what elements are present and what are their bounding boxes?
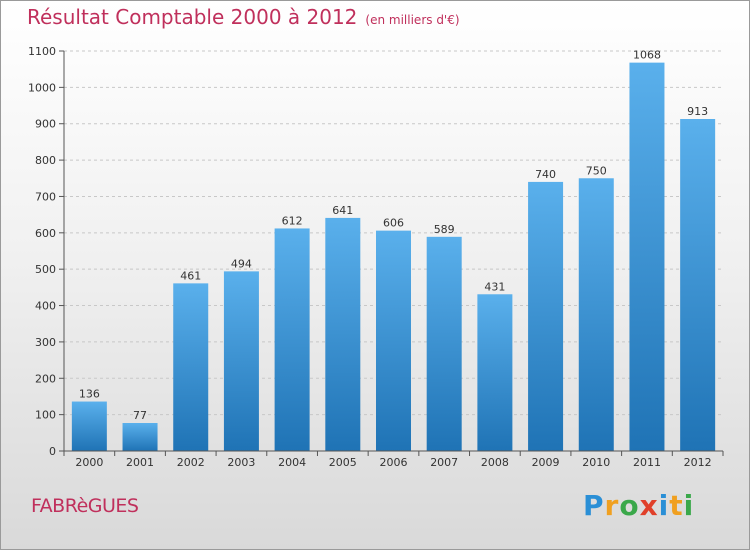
chart-subtitle: (en milliers d'€)	[365, 13, 460, 27]
bar-label: 1068	[633, 49, 661, 62]
y-tick-label: 700	[35, 190, 56, 203]
bar-label: 461	[180, 269, 201, 282]
bar-label: 913	[687, 105, 708, 118]
x-tick-label: 2009	[532, 456, 560, 469]
bar-label: 641	[332, 204, 353, 217]
x-tick-label: 2011	[633, 456, 661, 469]
brand-letter: t	[669, 489, 684, 522]
brand-logo: Proxiti	[583, 489, 694, 522]
bar-label: 606	[383, 217, 404, 230]
bar-label: 750	[586, 164, 607, 177]
bar-labels: 136 77 461 494 612 641 606 589 431 740 750 1068 913	[79, 49, 708, 422]
bar-label: 77	[133, 409, 147, 422]
bar-label: 612	[282, 214, 303, 227]
bar-label: 494	[231, 257, 252, 270]
x-tick-label: 2005	[329, 456, 357, 469]
x-tick-label: 2004	[278, 456, 306, 469]
y-tick-label: 0	[49, 445, 56, 458]
bar	[122, 423, 158, 451]
x-tick-label: 2012	[684, 456, 712, 469]
bar	[223, 271, 259, 451]
y-tick-label: 800	[35, 154, 56, 167]
chart-title: Résultat Comptable 2000 à 2012 (en millie…	[27, 5, 460, 29]
bar-label: 136	[79, 388, 100, 401]
bar	[376, 230, 411, 451]
y-tick-label: 100	[35, 409, 56, 422]
bar-label: 589	[434, 223, 455, 236]
x-tick-label: 2007	[430, 456, 458, 469]
x-tick-label: 2008	[481, 456, 509, 469]
y-tick-label: 900	[35, 118, 56, 131]
bar-label: 431	[484, 280, 505, 293]
bar	[680, 119, 716, 451]
bar	[173, 283, 209, 451]
x-tick-label: 2000	[75, 456, 103, 469]
bar	[578, 178, 614, 452]
y-axis: 0 100 200 300 400 500 600 700 800 900 1000 1100	[28, 45, 65, 458]
x-tick-label: 2003	[227, 456, 255, 469]
brand-letter: x	[639, 489, 659, 522]
brand-letter: o	[619, 489, 640, 522]
y-tick-label: 400	[35, 300, 56, 313]
y-tick-label: 500	[35, 263, 56, 276]
brand-letter: r	[604, 489, 620, 522]
bar	[274, 228, 310, 451]
y-tick-label: 300	[35, 336, 56, 349]
brand-letter: P	[583, 489, 605, 522]
bars	[71, 62, 716, 452]
y-tick-label: 1000	[28, 81, 56, 94]
bar	[426, 236, 462, 451]
y-tick-label: 600	[35, 227, 56, 240]
x-tick-label: 2006	[380, 456, 408, 469]
city-name: FABRèGUES	[31, 495, 139, 517]
brand-letter: i	[683, 489, 695, 522]
x-tick-label: 2001	[126, 456, 154, 469]
x-axis: 2000 2001 2002 2003 2004 2005 2006 2007 2008 2009…	[63, 450, 724, 469]
brand-letter: i	[658, 489, 670, 522]
bar	[71, 401, 107, 451]
bar	[528, 181, 564, 451]
title-text: Résultat Comptable 2000 à 2012	[27, 5, 358, 29]
y-tick-label: 1100	[28, 45, 56, 58]
x-tick-label: 2010	[582, 456, 610, 469]
bar	[325, 217, 361, 451]
x-tick-label: 2002	[177, 456, 205, 469]
y-tick-label: 200	[35, 372, 56, 385]
bar	[477, 294, 513, 451]
bar	[629, 62, 665, 452]
bar-label: 740	[535, 168, 556, 181]
